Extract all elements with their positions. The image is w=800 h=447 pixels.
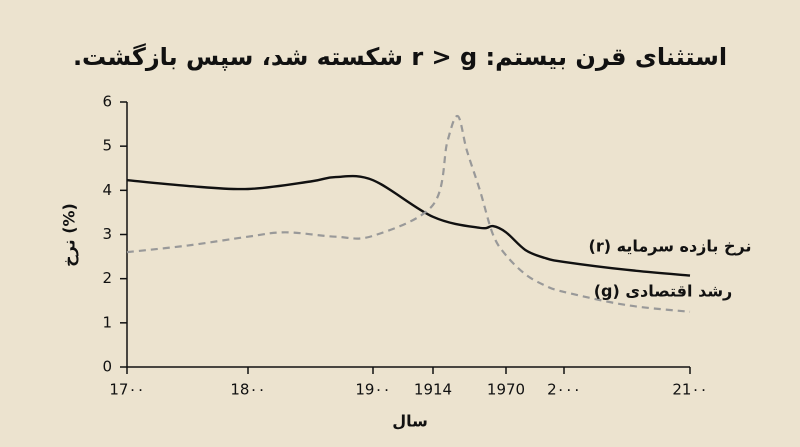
chart-title: استثنای قرن بیستم: r > g شکسته شد، سپس ب… — [73, 43, 727, 71]
y-tick-label: 3 — [102, 225, 112, 243]
x-tick-label: 2۰۰۰ — [547, 381, 581, 399]
x-tick-label: 1970 — [487, 381, 525, 399]
series-line — [126, 174, 691, 277]
series-label: رشد اقتصادی (g) — [594, 282, 733, 301]
y-tick-label: 4 — [102, 181, 112, 199]
series-line — [126, 115, 691, 313]
x-tick-label: 1914 — [414, 381, 452, 399]
y-tick-label: 2 — [102, 269, 112, 287]
y-tick-label: 0 — [102, 358, 112, 376]
y-axis-label: نرخ (%) — [60, 203, 79, 267]
x-tick-label: 17۰۰ — [109, 381, 144, 399]
y-tick-label: 1 — [102, 313, 112, 331]
x-tick-label: 19۰۰ — [355, 381, 390, 399]
y-tick-label: 6 — [102, 93, 112, 111]
x-tick-label: 18۰۰ — [230, 381, 265, 399]
x-tick-label: 21۰۰ — [672, 381, 707, 399]
y-tick-label: 5 — [102, 137, 112, 155]
series-label: نرخ بازده سرمایه (r) — [589, 237, 752, 256]
x-axis-label: سال — [392, 412, 428, 431]
